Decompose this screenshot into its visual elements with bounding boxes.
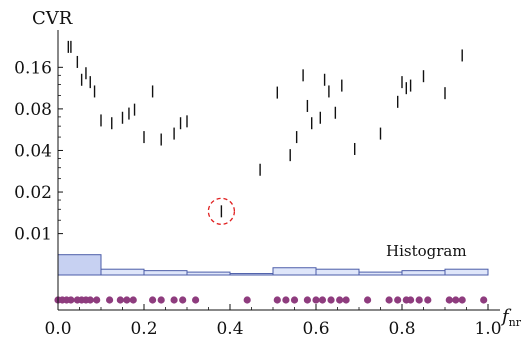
rug-dot	[327, 296, 335, 304]
rug-dot	[394, 296, 402, 304]
histogram-bar	[143, 270, 188, 276]
y-ticks: 0.01 0.02 0.04 0.08 0.16	[14, 58, 63, 245]
histogram-bar	[315, 268, 360, 276]
y-tick-label: 0.02	[14, 183, 52, 203]
rug-dot	[385, 296, 393, 304]
rug-dot	[170, 296, 178, 304]
rug-dot	[192, 296, 200, 304]
rug-dot	[318, 296, 327, 304]
histogram-bar	[186, 271, 231, 276]
rug-dot	[452, 296, 460, 304]
rug-dot	[123, 296, 131, 304]
rug-dot	[282, 296, 290, 304]
x-ticks: 0.0 0.2 0.4 0.6 0.8 1.0	[44, 304, 502, 339]
rug-dot	[312, 296, 320, 304]
histogram-bar	[272, 267, 317, 276]
y-tick-label: 0.04	[14, 141, 52, 161]
rug-dot	[129, 296, 137, 304]
rug-dot	[243, 296, 251, 304]
rug-dot	[116, 296, 124, 304]
axes	[57, 30, 500, 311]
rug-dot	[273, 296, 281, 304]
rug-dot	[445, 296, 453, 304]
highlight-markers	[207, 197, 236, 225]
rug-dot	[157, 296, 165, 304]
highlight-circle	[207, 197, 236, 225]
rug-dot	[303, 296, 311, 304]
rug-dot	[149, 296, 157, 304]
histogram	[57, 254, 489, 276]
rug-dot	[342, 296, 350, 304]
x-tick-label: 0.0	[44, 319, 71, 339]
rug-dot	[290, 296, 299, 304]
x-tick-label: 0.8	[388, 319, 415, 339]
rug-dot	[67, 296, 75, 304]
y-tick-label: 0.08	[14, 100, 52, 120]
rug-dot	[179, 296, 187, 304]
y-tick-label: 0.16	[14, 58, 52, 78]
data-points	[67, 40, 463, 218]
x-tick-label: 1.0	[474, 319, 501, 339]
histogram-label: Histogram	[386, 242, 467, 260]
rug-dot	[86, 296, 94, 304]
x-tick-label: 0.4	[216, 319, 243, 339]
rug-dot	[106, 296, 114, 304]
rug-plot	[54, 296, 488, 304]
histogram-bar	[358, 271, 403, 276]
rug-dot	[424, 296, 432, 304]
x-axis-title-sub: nr	[509, 316, 522, 329]
y-tick-label: 0.01	[14, 225, 52, 245]
x-tick-label: 0.2	[130, 319, 157, 339]
histogram-bar	[100, 268, 145, 276]
rug-dot	[407, 296, 415, 304]
histogram-bar	[401, 270, 446, 276]
rug-dot	[480, 296, 488, 304]
histogram-bar	[229, 273, 274, 276]
rug-dot	[336, 296, 344, 304]
x-tick-label: 0.6	[302, 319, 329, 339]
rug-dot	[93, 296, 101, 304]
rug-dot	[415, 296, 423, 304]
histogram-bar	[57, 254, 102, 276]
rug-dot	[364, 296, 372, 304]
histogram-bar	[444, 268, 489, 276]
rug-dot	[458, 296, 466, 304]
y-axis-title: CVR	[32, 8, 73, 29]
x-axis-title: fnr	[500, 306, 522, 329]
